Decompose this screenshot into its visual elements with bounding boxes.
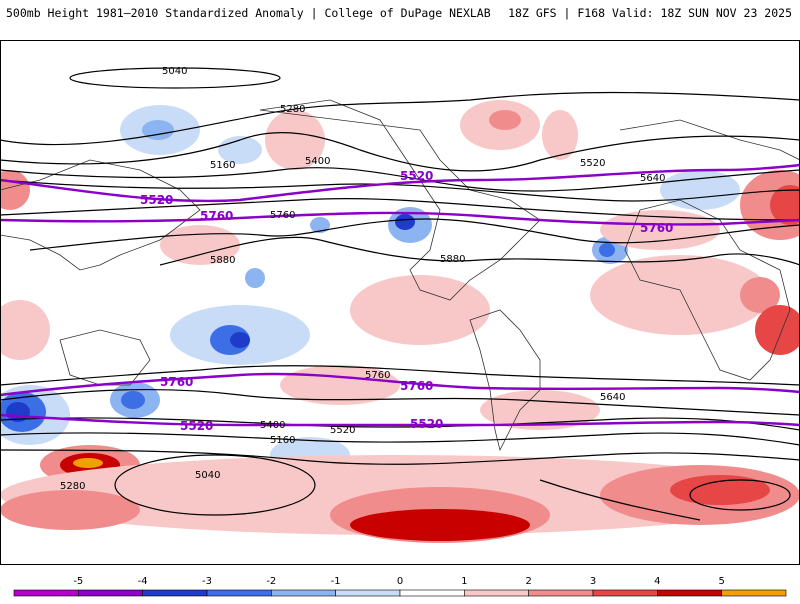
contour-label-purple: 5760 [400, 379, 433, 393]
contour-label: 5400 [260, 420, 285, 431]
colorbar-tick-label: -5 [73, 576, 83, 587]
colorbar-tick-label: -1 [331, 576, 341, 587]
colorbar-tick-label: -3 [202, 576, 212, 587]
colorbar-canvas: -5 -4 -3 -2 -1 0 1 2 3 4 5 [13, 576, 787, 597]
contour-label: 5160 [210, 160, 235, 171]
contour-label-purple: 5520 [180, 419, 213, 433]
contour-label-purple: 5520 [410, 417, 443, 431]
colorbar-swatch [657, 589, 722, 597]
colorbar-swatches [13, 589, 787, 597]
colorbar-swatch [592, 589, 658, 597]
contour-label: 5880 [440, 254, 465, 265]
colorbar-tick-label: 3 [590, 576, 596, 587]
contour-label: 5160 [270, 435, 295, 446]
contour-label: 5280 [280, 104, 305, 115]
contour-labels: 5040 5280 5160 5400 5520 5640 5760 5880 … [60, 66, 673, 492]
anomaly-colorbar: -5 -4 -3 -2 -1 0 1 2 3 4 5 [0, 568, 800, 600]
positive-anomaly-shading [0, 100, 800, 543]
header-bar: 500mb Height 1981–2010 Standardized Anom… [0, 0, 800, 40]
contour-label-purple: 5760 [640, 221, 673, 235]
colorbar-swatch [335, 589, 401, 597]
anomaly-map: 5040 5280 5160 5400 5520 5640 5760 5880 … [0, 40, 800, 565]
colorbar-tick-label: 0 [397, 576, 403, 587]
contour-label-purple: 5520 [400, 169, 433, 183]
continent-outlines [0, 99, 800, 452]
colorbar-swatch [13, 589, 79, 597]
colorbar-swatch [528, 589, 594, 597]
contour-label: 5280 [60, 481, 85, 492]
contour-label: 5880 [210, 255, 235, 266]
colorbar-swatch [721, 589, 787, 597]
contour-label-purple: 5520 [140, 193, 173, 207]
contour-label: 5040 [162, 66, 187, 77]
colorbar-swatch [271, 589, 336, 597]
key-contours [0, 163, 800, 427]
model-run-info: 18Z GFS | F168 Valid: 18Z SUN NOV 23 202… [508, 6, 792, 20]
map-title: 500mb Height 1981–2010 Standardized Anom… [6, 6, 491, 20]
colorbar-ticks: -5 -4 -3 -2 -1 0 1 2 3 4 5 [73, 576, 725, 587]
contour-label: 5760 [365, 370, 390, 381]
contour-label: 5640 [640, 173, 665, 184]
contour-label: 5640 [600, 392, 625, 403]
contour-label: 5760 [270, 210, 295, 221]
colorbar-tick-label: 1 [461, 576, 467, 587]
contour-label: 5520 [330, 425, 355, 436]
contour-label-purple: 5760 [200, 209, 233, 223]
contour-label: 5400 [305, 156, 330, 167]
colorbar-tick-label: 5 [718, 576, 724, 587]
colorbar-swatch [78, 589, 143, 597]
colorbar-swatch [464, 589, 529, 597]
map-canvas: 5040 5280 5160 5400 5520 5640 5760 5880 … [0, 40, 800, 565]
colorbar-swatch [206, 589, 272, 597]
colorbar-tick-label: -4 [138, 576, 148, 587]
colorbar-tick-label: 2 [525, 576, 531, 587]
colorbar-tick-label: 4 [654, 576, 660, 587]
contour-label-purple: 5760 [160, 375, 193, 389]
colorbar-swatch [399, 589, 465, 597]
colorbar-tick-label: -2 [266, 576, 276, 587]
height-contours [0, 67, 800, 521]
contour-label: 5040 [195, 470, 220, 481]
colorbar-swatch [142, 589, 208, 597]
contour-label: 5520 [580, 158, 605, 169]
